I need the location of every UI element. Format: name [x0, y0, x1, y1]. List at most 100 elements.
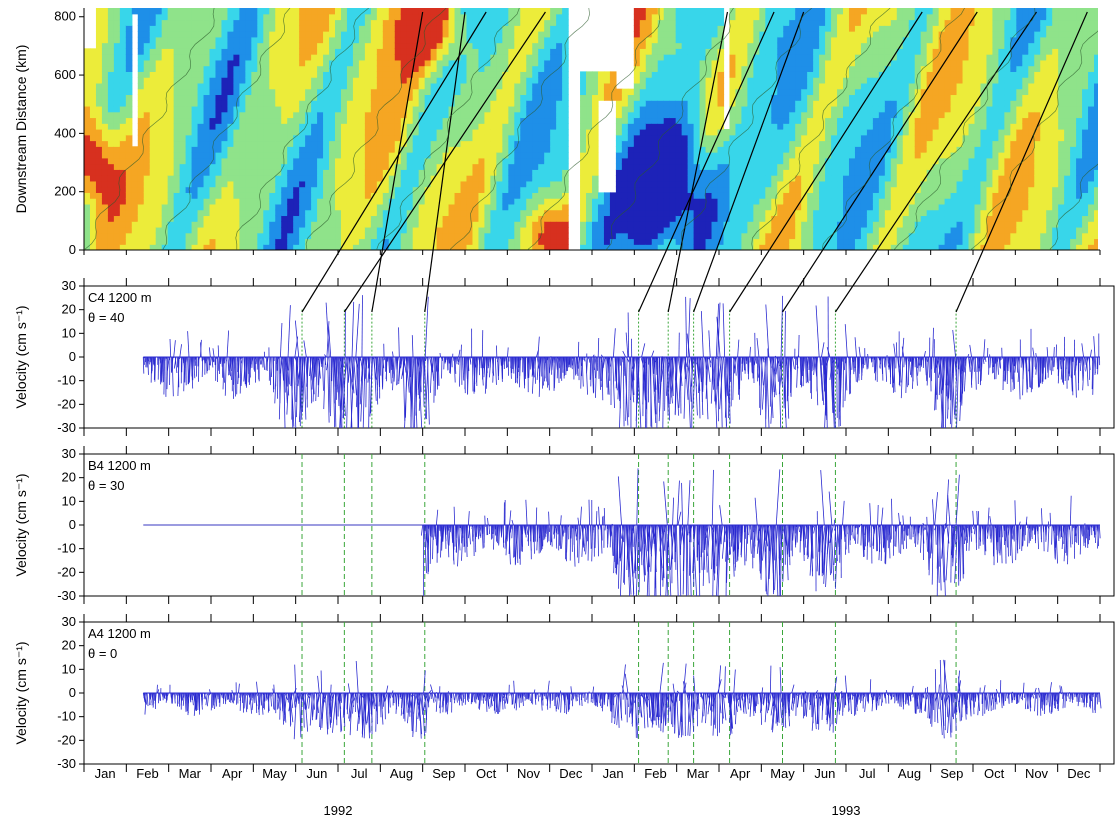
heatmap-cell: [460, 8, 468, 15]
heatmap-cell: [281, 48, 288, 55]
heatmap-cell: [418, 152, 426, 159]
heatmap-cell: [466, 157, 474, 165]
heatmap-cell: [699, 65, 707, 72]
heatmap-cell: [430, 65, 438, 72]
heatmap-cell: [783, 192, 790, 199]
heatmap-cell: [340, 157, 348, 165]
heatmap-cell: [352, 105, 360, 113]
heatmap-cell: [699, 71, 707, 78]
heatmap-cell: [185, 209, 193, 217]
heatmap-cell: [639, 146, 647, 153]
heatmap-cell: [508, 244, 515, 250]
heatmap-cell: [699, 169, 707, 176]
heatmap-cell: [484, 186, 491, 193]
heatmap-cell: [771, 13, 778, 21]
heatmap-cell: [789, 238, 796, 245]
heatmap-cell: [233, 65, 240, 72]
heatmap-cell: [538, 198, 545, 205]
heatmap-cell: [753, 105, 760, 113]
heatmap-cell: [293, 105, 300, 113]
heatmap-cell: [508, 36, 515, 44]
heatmap-cell: [615, 238, 623, 245]
heatmap-cell: [221, 54, 229, 61]
heatmap-cell: [687, 215, 695, 222]
heatmap-cell: [735, 129, 743, 136]
heatmap-cell: [257, 226, 264, 234]
heatmap-cell: [84, 152, 91, 159]
heatmap-cell: [508, 157, 515, 165]
heatmap-cell: [263, 100, 270, 107]
heatmap-cell: [645, 232, 653, 240]
heatmap-cell: [735, 157, 743, 165]
heatmap-cell: [317, 19, 324, 26]
heatmap-cell: [627, 163, 635, 170]
heatmap-cell: [179, 13, 187, 21]
heatmap-cell: [544, 48, 551, 55]
heatmap-cell: [621, 244, 629, 250]
heatmap-cell: [137, 13, 145, 21]
heatmap-cell: [424, 244, 432, 250]
heatmap-cell: [717, 226, 725, 234]
heatmap-cell: [191, 180, 199, 188]
heatmap-cell: [472, 88, 480, 96]
heatmap-cell: [107, 123, 115, 130]
heatmap-cell: [556, 71, 563, 78]
heatmap-cell: [741, 198, 748, 205]
heatmap-cell: [735, 209, 743, 217]
heatmap-cell: [711, 192, 719, 199]
heatmap-cell: [221, 36, 229, 44]
heatmap-cell: [484, 88, 491, 96]
heatmap-cell: [388, 146, 396, 153]
heatmap-cell: [819, 94, 826, 101]
heatmap-cell: [107, 19, 115, 26]
heatmap-cell: [101, 94, 109, 101]
heatmap-cell: [490, 71, 497, 78]
heatmap-cell: [251, 82, 258, 90]
heatmap-cell: [687, 203, 695, 211]
heatmap-cell: [107, 105, 115, 113]
heatmap-cell: [346, 48, 354, 55]
heatmap-cell: [424, 71, 432, 78]
heatmap-cell: [514, 94, 521, 101]
heatmap-cell: [771, 117, 778, 124]
heatmap-cell: [693, 31, 701, 38]
heatmap-cell: [215, 25, 223, 32]
heatmap-cell: [502, 13, 509, 21]
heatmap-cell: [687, 19, 695, 26]
heatmap-cell: [514, 36, 521, 44]
heatmap-cell: [125, 100, 133, 107]
heatmap-cell: [795, 157, 802, 165]
heatmap-cell: [771, 31, 778, 38]
heatmap-cell: [586, 198, 593, 205]
heatmap-cell: [107, 134, 115, 142]
heatmap-cell: [281, 209, 288, 217]
heatmap-cell: [185, 238, 193, 245]
heatmap-cell: [580, 215, 587, 222]
heatmap-cell: [400, 215, 408, 222]
heatmap-cell: [717, 180, 725, 188]
heatmap-cell: [550, 8, 557, 15]
heatmap-cell: [317, 100, 324, 107]
heatmap-cell: [125, 192, 133, 199]
heatmap-cell: [729, 226, 737, 234]
heatmap-cell: [95, 186, 103, 193]
heatmap-cell: [287, 140, 294, 147]
heatmap-cell: [645, 36, 653, 44]
heatmap-cell: [472, 221, 480, 228]
heatmap-cell: [562, 111, 569, 119]
heatmap-cell: [424, 152, 432, 159]
heatmap-cell: [663, 94, 671, 101]
heatmap-cell: [107, 117, 115, 124]
heatmap-cell: [735, 232, 743, 240]
heatmap-cell: [287, 203, 294, 211]
heatmap-cell: [603, 209, 611, 217]
heatmap-cell: [580, 146, 587, 153]
heatmap-cell: [197, 232, 205, 240]
heatmap-cell: [406, 71, 414, 78]
heatmap-cell: [460, 31, 468, 38]
heatmap-cell: [119, 198, 127, 205]
heatmap-cell: [747, 8, 754, 15]
heatmap-cell: [167, 54, 175, 61]
heatmap-cell: [801, 140, 808, 147]
